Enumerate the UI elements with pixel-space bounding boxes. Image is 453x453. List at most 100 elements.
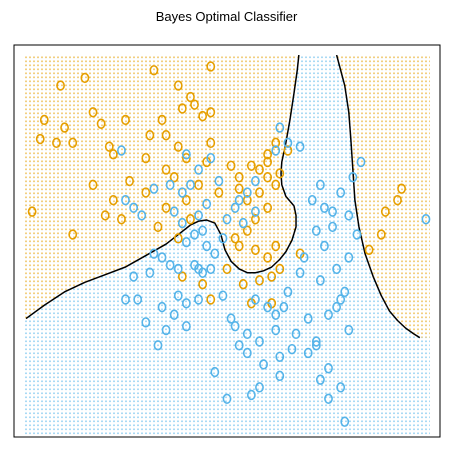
point-blue-62 — [157, 301, 167, 313]
point-blue-25 — [251, 175, 260, 187]
point-blue-48 — [340, 286, 350, 298]
point-blue-8 — [129, 202, 139, 214]
point-blue-61 — [169, 309, 179, 320]
point-blue-102 — [181, 321, 191, 332]
point-blue-33 — [320, 202, 329, 214]
point-orange-54 — [251, 214, 260, 225]
point-orange-58 — [251, 244, 260, 256]
point-blue-70 — [226, 313, 236, 324]
point-orange-22 — [161, 130, 171, 141]
point-blue-39 — [356, 156, 366, 168]
point-orange-38 — [275, 168, 285, 179]
point-orange-65 — [222, 263, 232, 275]
point-blue-64 — [133, 294, 143, 305]
point-orange-51 — [242, 194, 252, 206]
point-orange-52 — [255, 187, 264, 198]
point-blue-24 — [242, 187, 252, 198]
point-blue-14 — [194, 210, 203, 221]
point-blue-28 — [283, 137, 293, 149]
point-blue-55 — [173, 263, 183, 275]
point-blue-41 — [421, 214, 431, 225]
point-orange-66 — [238, 279, 248, 290]
point-blue-31 — [307, 194, 317, 206]
point-blue-30 — [295, 141, 305, 152]
point-orange-21 — [145, 130, 155, 141]
point-orange-28 — [169, 172, 179, 183]
point-orange-61 — [255, 275, 264, 286]
point-blue-35 — [328, 206, 337, 217]
point-blue-99 — [336, 294, 346, 305]
point-blue-27 — [271, 145, 281, 156]
point-orange-29 — [194, 179, 203, 191]
point-blue-10 — [149, 183, 159, 194]
point-blue-5 — [186, 179, 195, 191]
orange-region-right — [336, 55, 430, 338]
point-blue-67 — [145, 267, 155, 278]
point-blue-22 — [238, 217, 248, 229]
point-orange-44 — [125, 175, 134, 187]
point-blue-37 — [344, 210, 354, 221]
point-orange-13 — [39, 114, 49, 126]
series-orange — [27, 61, 406, 309]
point-orange-20 — [108, 149, 118, 160]
point-orange-40 — [271, 137, 281, 149]
point-orange-32 — [234, 172, 244, 183]
point-orange-2 — [149, 65, 159, 76]
decision-boundary-2 — [335, 55, 421, 339]
point-orange-77 — [173, 233, 183, 244]
point-blue-50 — [181, 236, 191, 248]
point-orange-0 — [56, 80, 65, 91]
point-blue-44 — [299, 252, 309, 263]
point-blue-74 — [279, 301, 289, 313]
point-orange-55 — [242, 225, 252, 236]
point-orange-72 — [27, 206, 37, 217]
point-orange-49 — [214, 187, 224, 198]
point-blue-66 — [129, 271, 139, 282]
point-blue-46 — [315, 275, 325, 286]
point-blue-49 — [344, 252, 354, 263]
orange-region-left — [24, 55, 299, 319]
point-orange-34 — [255, 164, 264, 175]
point-orange-6 — [88, 107, 98, 118]
point-blue-104 — [255, 382, 264, 393]
point-blue-96 — [222, 393, 232, 404]
point-blue-100 — [153, 340, 163, 351]
point-blue-76 — [324, 309, 333, 320]
point-orange-7 — [96, 118, 106, 129]
point-orange-59 — [263, 252, 272, 263]
point-blue-19 — [218, 233, 228, 244]
point-blue-52 — [149, 248, 159, 259]
point-blue-20 — [222, 214, 232, 225]
decision-boundary-1 — [25, 55, 300, 320]
point-orange-75 — [117, 214, 126, 225]
point-blue-72 — [263, 301, 272, 313]
point-blue-51 — [190, 229, 199, 240]
point-orange-82 — [397, 183, 406, 194]
point-blue-89 — [303, 347, 313, 359]
point-orange-43 — [108, 194, 118, 206]
point-orange-63 — [275, 263, 285, 275]
point-blue-82 — [242, 328, 252, 340]
point-blue-40 — [352, 229, 362, 240]
point-orange-62 — [267, 271, 277, 282]
point-blue-4 — [177, 187, 187, 198]
point-blue-0 — [117, 145, 126, 156]
point-blue-17 — [202, 240, 212, 252]
point-blue-86 — [259, 359, 268, 370]
point-blue-81 — [255, 336, 264, 347]
point-orange-80 — [380, 206, 390, 217]
point-orange-73 — [68, 229, 78, 240]
point-blue-97 — [246, 389, 256, 401]
point-orange-53 — [263, 202, 272, 214]
point-blue-47 — [332, 263, 342, 275]
point-orange-57 — [234, 240, 244, 252]
point-orange-24 — [181, 152, 191, 164]
point-orange-42 — [88, 179, 98, 191]
point-orange-11 — [198, 110, 208, 122]
point-blue-34 — [328, 221, 337, 233]
point-orange-39 — [263, 149, 272, 160]
point-blue-18 — [210, 248, 220, 259]
point-orange-68 — [198, 279, 208, 290]
point-orange-14 — [35, 133, 45, 145]
